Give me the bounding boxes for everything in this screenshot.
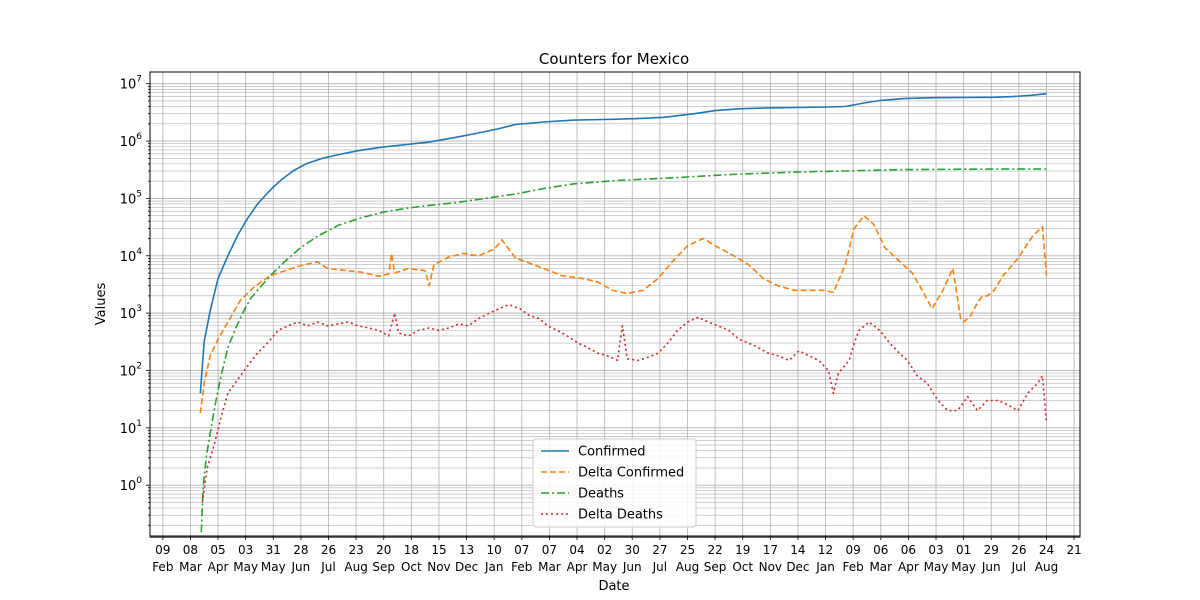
legend: Confirmed Delta Confirmed Deaths Delta Deat…: [532, 438, 697, 528]
x-tick-label: 24: [1039, 543, 1054, 557]
x-tick-label-month: Aug: [676, 560, 699, 574]
legend-entry-label: Deaths: [578, 487, 624, 502]
legend-entry-label: Delta Confirmed: [578, 466, 684, 481]
x-tick-label-month: Feb: [511, 560, 532, 574]
x-tick-label-month: Mar: [869, 560, 892, 574]
x-tick-label: 23: [348, 543, 363, 557]
x-tick-label: 25: [680, 543, 695, 557]
x-tick-label-month: Mar: [538, 560, 561, 574]
x-tick-label: 30: [625, 543, 640, 557]
x-tick-label-month: Jan: [815, 560, 835, 574]
x-tick-label: 04: [569, 543, 584, 557]
x-tick-label: 20: [376, 543, 391, 557]
x-tick-label-month: Jul: [652, 560, 667, 574]
x-tick-label-month: Oct: [401, 560, 422, 574]
x-tick-label-month: Apr: [567, 560, 588, 574]
x-tick-label: 27: [652, 543, 667, 557]
x-tick-label: 07: [514, 543, 529, 557]
x-tick-label-month: May: [261, 560, 286, 574]
x-tick-label: 19: [735, 543, 750, 557]
x-tick-label-month: Nov: [759, 560, 782, 574]
series-layer: [199, 92, 1048, 533]
chart-title: Counters for Mexico: [539, 50, 689, 68]
x-tick-label: 29: [984, 543, 999, 557]
y-axis-label: Values: [94, 283, 109, 326]
x-tick-label-month: Apr: [208, 560, 229, 574]
plot-frame: [149, 71, 1081, 537]
x-tick-label: 28: [293, 543, 308, 557]
x-tick-label-month: Sep: [704, 560, 727, 574]
x-tick-label: 05: [210, 543, 225, 557]
x-tick-label-month: Aug: [344, 560, 367, 574]
x-tick-label: 09: [155, 543, 170, 557]
x-tick-label-month: Dec: [786, 560, 809, 574]
x-tick-label-month: May: [951, 560, 976, 574]
x-tick-label-month: Jan: [484, 560, 504, 574]
x-tick-label-month: May: [233, 560, 258, 574]
x-tick-label-month: Jun: [291, 560, 311, 574]
x-tick-label-month: Mar: [179, 560, 202, 574]
x-tick-label: 12: [818, 543, 833, 557]
x-tick-label-month: Aug: [1035, 560, 1058, 574]
x-tick-label-month: Jun: [981, 560, 1001, 574]
x-tick-label-month: Feb: [152, 560, 173, 574]
x-tick-label: 02: [597, 543, 612, 557]
x-tick-label-month: May: [592, 560, 617, 574]
x-tick-label-month: Jul: [320, 560, 335, 574]
x-tick-label: 31: [266, 543, 281, 557]
series-line-3: [201, 303, 1048, 503]
x-tick-label-month: Dec: [455, 560, 478, 574]
x-tick-label-month: Sep: [372, 560, 395, 574]
x-tick-label: 26: [321, 543, 336, 557]
x-tick-label-month: Oct: [732, 560, 753, 574]
x-tick-label-month: May: [924, 560, 949, 574]
x-tick-label-month: Feb: [843, 560, 864, 574]
legend-entry-label: Delta Deaths: [578, 508, 663, 523]
legend-frame: [532, 438, 697, 528]
x-tick-label: 18: [404, 543, 419, 557]
series-line-2: [200, 168, 1047, 533]
x-tick-label: 08: [183, 543, 198, 557]
x-tick-label: 01: [956, 543, 971, 557]
x-tick-label: 22: [707, 543, 722, 557]
series-line-1: [199, 214, 1048, 414]
x-tick-label: 03: [238, 543, 253, 557]
legend-entry-label: Confirmed: [578, 445, 646, 460]
x-tick-label: 03: [928, 543, 943, 557]
x-tick-label-month: Jun: [622, 560, 642, 574]
x-tick-label: 07: [542, 543, 557, 557]
x-tick-label: 17: [763, 543, 778, 557]
x-tick-label: 21: [1066, 543, 1081, 557]
x-tick-label-month: Nov: [427, 560, 450, 574]
x-tick-label: 06: [901, 543, 916, 557]
x-tick-label-month: Jul: [1011, 560, 1026, 574]
x-tick-label: 14: [790, 543, 805, 557]
series-line-0: [199, 92, 1047, 394]
x-tick-label: 26: [1011, 543, 1026, 557]
x-tick-label: 09: [846, 543, 861, 557]
x-axis-label: Date: [598, 579, 629, 594]
x-axis: 09 Feb 08 Mar 05 Apr 03 May 31 May 28 Jun 26 Jul 23 Aug…: [149, 536, 1082, 574]
x-tick-label: 06: [873, 543, 888, 557]
x-tick-label: 10: [487, 543, 502, 557]
x-tick-label-month: Apr: [898, 560, 919, 574]
x-tick-label: 13: [459, 543, 474, 557]
x-tick-label: 15: [431, 543, 446, 557]
